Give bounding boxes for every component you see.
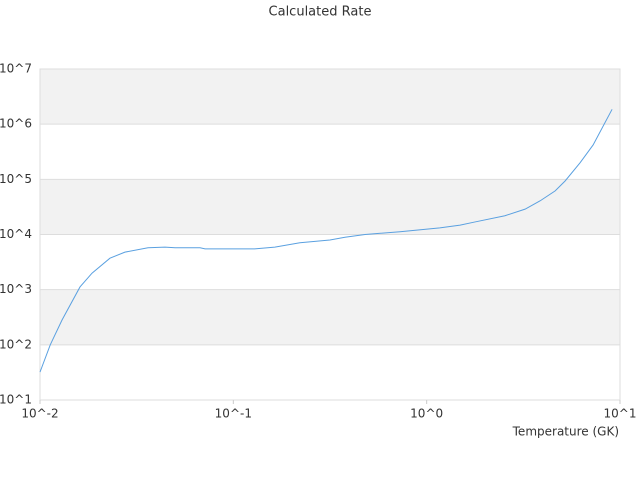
x-tick-label: 10^1 — [604, 407, 637, 421]
y-tick-label: 10^6 — [0, 117, 32, 131]
x-tick-label: 10^0 — [410, 407, 443, 421]
line-series — [39, 109, 613, 373]
y-tick-label: 10^2 — [0, 337, 32, 351]
x-tick-label: 10^-1 — [215, 407, 252, 421]
x-axis-label: Temperature (GK) — [512, 425, 619, 439]
grid-band — [40, 69, 620, 125]
y-tick-label: 10^4 — [0, 227, 32, 241]
y-tick-label: 10^1 — [0, 393, 32, 407]
grid-band — [40, 289, 620, 345]
x-tick-label: 10^-2 — [21, 407, 58, 421]
y-tick-label: 10^3 — [0, 282, 32, 296]
y-tick-label: 10^5 — [0, 172, 32, 186]
chart-title: Calculated Rate — [269, 5, 372, 20]
y-tick-label: 10^7 — [0, 62, 32, 76]
grid-band — [40, 179, 620, 235]
